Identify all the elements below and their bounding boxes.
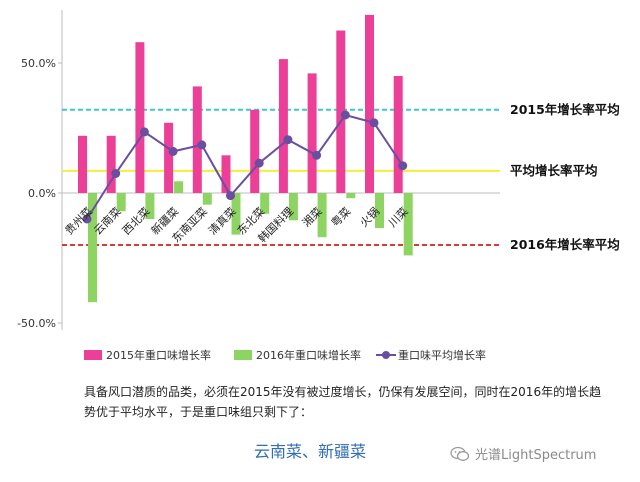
avg-point-东北菜 [254,158,264,168]
bar-2016-火锅 [375,193,384,229]
legend-2016-swatch [234,350,252,360]
legend-2015-label: 2015年重口味增长率 [106,348,211,362]
avg-point-清真菜 [226,191,235,201]
bar-2015-云南菜 [106,135,116,193]
wechat-icon [450,446,470,461]
legend-avg-marker [382,351,390,359]
bar-2016-粤菜 [346,193,356,199]
bar-2016-川菜 [403,193,413,256]
bar-2016-东北菜 [260,193,270,214]
watermark-text: 光谱LightSpectrum [475,448,597,463]
bar-2015-贵州菜 [78,135,87,193]
ref-line-2016-avg-label: 2016年增长率平均 [510,237,620,252]
avg-point-新疆菜 [168,146,178,156]
avg-point-川菜 [398,161,408,171]
bar-2015-火锅 [365,14,374,194]
x-tick-label: 粤菜 [328,204,353,229]
caption-text: 具备风口潜质的品类，必须在2015年没有被过度增长，仍保有发展空间，同时在201… [84,385,602,419]
bar-2015-粤菜 [336,30,346,193]
avg-point-火锅 [369,118,379,128]
avg-point-韩国料理 [283,135,293,145]
avg-point-贵州菜 [82,214,92,224]
ref-line-2015-avg-label: 2015年增长率平均 [510,102,620,117]
watermark: 光谱LightSpectrum [450,444,596,463]
avg-point-云南菜 [111,169,121,178]
avg-point-东南亚菜 [197,140,207,150]
bar-2016-清真菜 [231,193,241,235]
bar-2015-东北菜 [250,109,260,193]
avg-point-西北菜 [139,127,149,137]
bar-2016-贵州菜 [88,193,97,303]
bar-2015-清真菜 [221,155,231,193]
y-tick-label: 50.0% [21,57,56,70]
y-tick-label: -50.0% [17,317,56,330]
conclusion-text: 云南菜、新疆菜 [254,442,367,461]
bar-2016-新疆菜 [174,181,184,193]
avg-point-湘菜 [312,150,322,160]
bar-2016-云南菜 [116,193,126,212]
ref-line-overall-avg-label: 平均增长率平均 [510,163,598,178]
bar-2016-湘菜 [317,193,327,238]
legend-2015-swatch [84,350,102,360]
bar-2016-韩国料理 [288,193,298,221]
y-tick-label: 0.0% [28,187,56,200]
bar-2016-西北菜 [145,193,155,219]
avg-point-粤菜 [340,110,350,120]
bar-2015-新疆菜 [164,122,174,193]
bar-2015-东南亚菜 [192,86,202,193]
bar-2016-东南亚菜 [202,193,212,205]
legend-2016-label: 2016年重口味增长率 [256,348,361,362]
legend-avg-label: 重口味平均增长率 [398,348,486,362]
bar-2015-西北菜 [135,42,145,194]
bar-2015-韩国料理 [278,59,288,193]
bar-2015-湘菜 [307,73,317,193]
avg-growth-line [86,113,404,220]
bar-2015-川菜 [393,76,403,193]
